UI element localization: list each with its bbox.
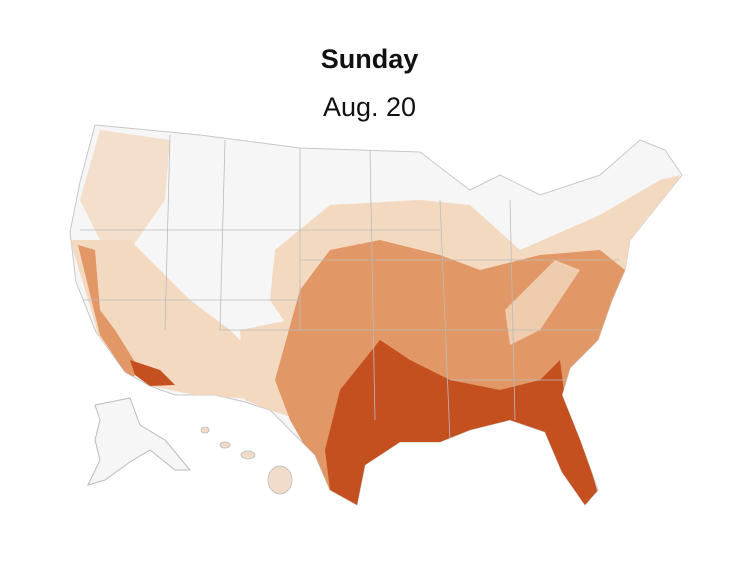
contiguous-us (69, 124, 683, 506)
hot-region (325, 340, 600, 505)
map-subtitle: Aug. 20 (322, 92, 417, 122)
state-borders (70, 134, 620, 441)
warm-region (78, 245, 140, 380)
map-title: Sunday (320, 44, 419, 74)
light-region (70, 240, 270, 400)
light-region (80, 130, 170, 250)
light-region (505, 260, 580, 345)
hawaii (200, 426, 293, 495)
hot-region (130, 360, 175, 386)
alaska (87, 397, 192, 486)
